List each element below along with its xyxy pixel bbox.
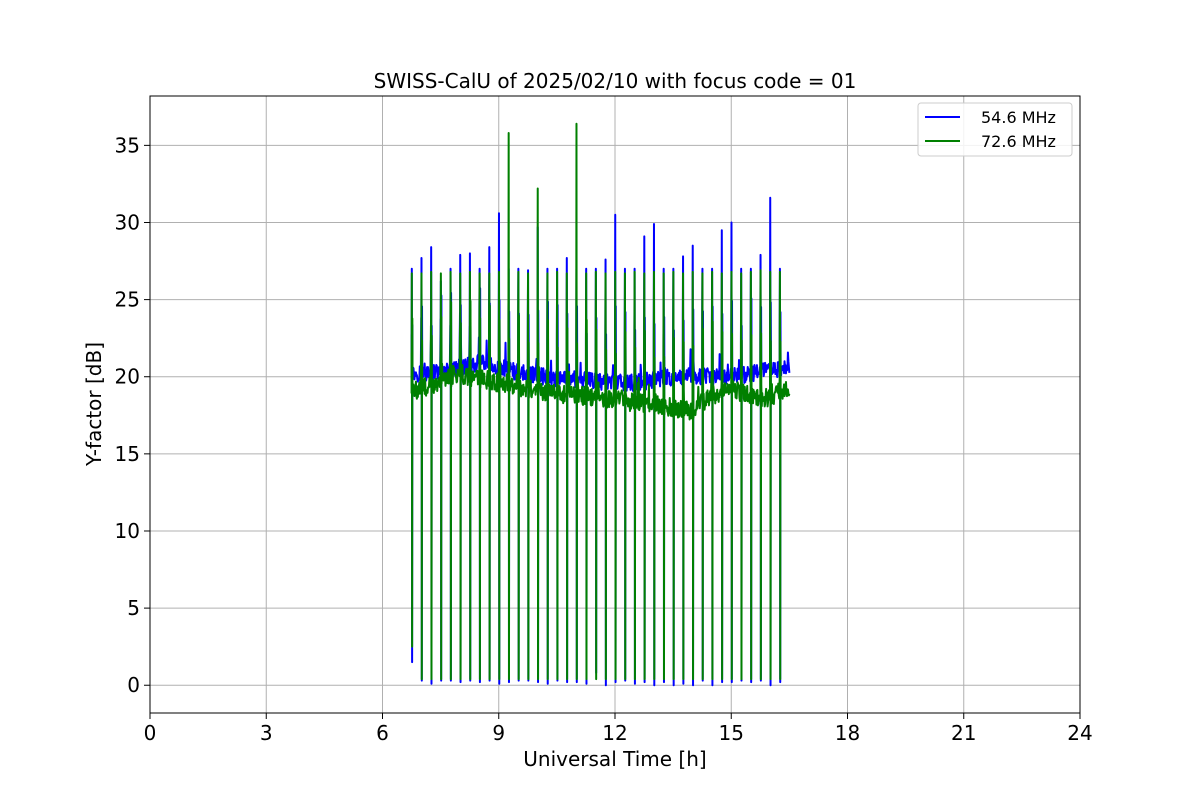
x-tick-label: 18: [835, 721, 860, 745]
y-tick-label: 25: [115, 288, 140, 312]
y-axis: 0 5 10 15 20 25 30 35: [115, 133, 150, 697]
y-tick-label: 0: [127, 673, 140, 697]
y-axis-label: Y-factor [dB]: [82, 342, 106, 467]
x-tick-label: 3: [260, 721, 273, 745]
series-layer: [410, 122, 791, 687]
x-axis: 0 3 6 9 12 15 18 21 24: [144, 713, 1093, 745]
series-line-54-6-mhz: [410, 196, 791, 687]
x-tick-label: 24: [1067, 721, 1092, 745]
x-tick-label: 9: [492, 721, 505, 745]
legend: 54.6 MHz 72.6 MHz: [917, 102, 1073, 157]
x-tick-label: 21: [951, 721, 976, 745]
x-tick-label: 6: [376, 721, 389, 745]
legend-label-54-6: 54.6 MHz: [981, 108, 1056, 127]
y-tick-label: 10: [115, 519, 140, 543]
legend-label-72-6: 72.6 MHz: [981, 132, 1056, 151]
series-line-72-6-mhz: [410, 122, 791, 681]
x-tick-label: 12: [602, 721, 627, 745]
x-tick-label: 0: [144, 721, 157, 745]
x-tick-label: 15: [719, 721, 744, 745]
y-tick-label: 30: [115, 210, 140, 234]
y-tick-label: 20: [115, 365, 140, 389]
plot-area: [410, 122, 791, 687]
y-tick-label: 35: [115, 133, 140, 157]
y-tick-label: 15: [115, 442, 140, 466]
chart-title: SWISS-CalU of 2025/02/10 with focus code…: [374, 69, 857, 93]
x-axis-label: Universal Time [h]: [523, 747, 706, 771]
y-tick-label: 5: [127, 596, 140, 620]
